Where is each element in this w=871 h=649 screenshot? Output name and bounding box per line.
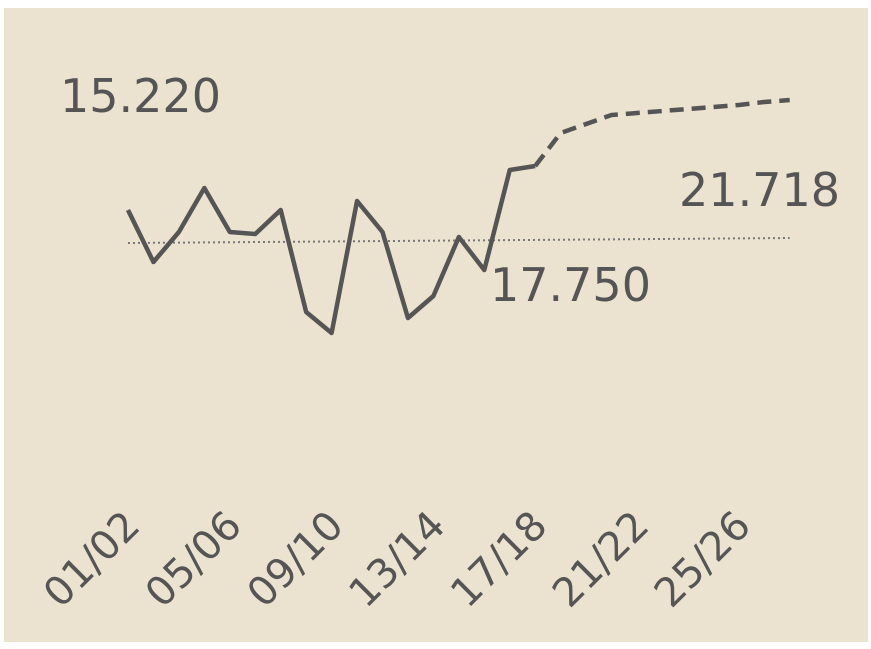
series-line (533, 97, 790, 168)
annotation: 21.718 (679, 163, 840, 217)
series-line (125, 163, 536, 336)
annotation: 17.750 (490, 258, 651, 312)
chart-background (4, 8, 868, 642)
annotation: 15.220 (60, 69, 221, 123)
